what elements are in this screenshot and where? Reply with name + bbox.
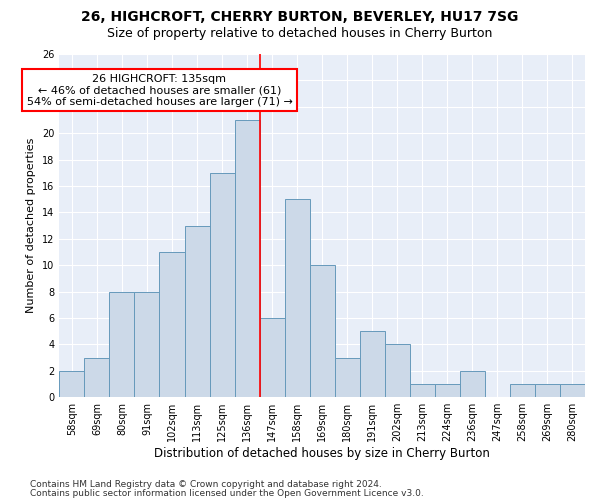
Text: Contains HM Land Registry data © Crown copyright and database right 2024.: Contains HM Land Registry data © Crown c… (30, 480, 382, 489)
Bar (160, 252, 185, 397)
Bar (209, 173, 235, 397)
Text: Contains public sector information licensed under the Open Government Licence v3: Contains public sector information licen… (30, 488, 424, 498)
Bar (435, 384, 460, 397)
Bar (460, 371, 485, 397)
Bar (510, 384, 535, 397)
Text: 26 HIGHCROFT: 135sqm
← 46% of detached houses are smaller (61)
54% of semi-detac: 26 HIGHCROFT: 135sqm ← 46% of detached h… (26, 74, 292, 107)
Bar (385, 344, 410, 397)
Bar (560, 384, 585, 397)
Bar (260, 318, 284, 397)
Bar (85, 358, 109, 397)
Bar (410, 384, 435, 397)
Bar (185, 226, 209, 397)
Bar (109, 292, 134, 397)
Bar (535, 384, 560, 397)
X-axis label: Distribution of detached houses by size in Cherry Burton: Distribution of detached houses by size … (154, 447, 490, 460)
Bar (335, 358, 360, 397)
Bar (235, 120, 260, 397)
Bar (59, 371, 85, 397)
Bar (284, 199, 310, 397)
Text: Size of property relative to detached houses in Cherry Burton: Size of property relative to detached ho… (107, 28, 493, 40)
Bar (360, 331, 385, 397)
Text: 26, HIGHCROFT, CHERRY BURTON, BEVERLEY, HU17 7SG: 26, HIGHCROFT, CHERRY BURTON, BEVERLEY, … (82, 10, 518, 24)
Y-axis label: Number of detached properties: Number of detached properties (26, 138, 37, 314)
Bar (134, 292, 160, 397)
Bar (310, 265, 335, 397)
